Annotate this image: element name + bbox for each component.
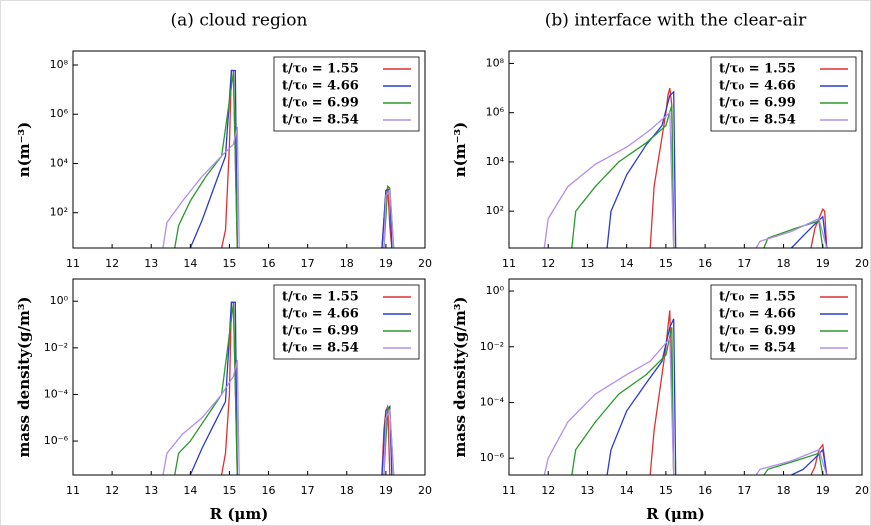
x-tick-label: 15 xyxy=(659,257,673,270)
legend-label: t/τ₀ = 8.54 xyxy=(282,113,359,128)
x-tick-label: 18 xyxy=(340,257,354,270)
x-tick-label: 15 xyxy=(222,484,236,497)
x-tick-label: 16 xyxy=(262,257,276,270)
legend-label: t/τ₀ = 4.66 xyxy=(719,307,796,322)
x-tick-label: 15 xyxy=(222,257,236,270)
x-tick-label: 18 xyxy=(777,484,791,497)
x-tick-label: 13 xyxy=(580,257,594,270)
x-tick-label: 18 xyxy=(340,484,354,497)
y-tick-label: 10⁻² xyxy=(480,340,504,353)
y-tick-label: 10² xyxy=(50,206,68,219)
x-tick-label: 11 xyxy=(66,257,80,270)
y-tick-label: 10⁻⁴ xyxy=(44,387,69,400)
x-axis-label: R (μm) xyxy=(646,505,705,523)
legend-label: t/τ₀ = 8.54 xyxy=(719,113,796,128)
x-tick-label: 11 xyxy=(66,484,80,497)
series-line xyxy=(162,126,395,248)
legend-label: t/τ₀ = 4.66 xyxy=(719,79,796,94)
panel-title: (b) interface with the clear-air xyxy=(545,11,807,31)
legend-label: t/τ₀ = 6.99 xyxy=(282,96,359,111)
plot-frame xyxy=(508,278,863,476)
y-axis-label: mass density(g/m³) xyxy=(15,296,33,457)
legend-label: t/τ₀ = 1.55 xyxy=(719,62,796,77)
y-tick-label: 10⁰ xyxy=(486,284,505,297)
x-tick-label: 13 xyxy=(580,484,594,497)
x-tick-label: 12 xyxy=(105,484,119,497)
x-tick-label: 20 xyxy=(418,257,432,270)
x-tick-label: 17 xyxy=(301,257,315,270)
legend-label: t/τ₀ = 4.66 xyxy=(282,307,359,322)
legend-label: t/τ₀ = 6.99 xyxy=(282,324,359,339)
x-tick-label: 19 xyxy=(816,257,830,270)
y-tick-label: 10⁴ xyxy=(50,156,69,169)
series-line xyxy=(543,111,828,248)
x-tick-label: 16 xyxy=(698,484,712,497)
x-tick-label: 19 xyxy=(379,257,393,270)
y-tick-label: 10⁻⁶ xyxy=(480,451,505,464)
y-tick-label: 10² xyxy=(486,204,504,217)
x-tick-label: 14 xyxy=(183,257,197,270)
plot-frame xyxy=(72,278,426,476)
x-tick-label: 13 xyxy=(144,484,158,497)
y-axis-label: mass density(g/m³) xyxy=(451,296,469,457)
x-tick-label: 16 xyxy=(262,484,276,497)
x-axis-label: R (μm) xyxy=(210,505,269,523)
legend-label: t/τ₀ = 1.55 xyxy=(282,62,359,77)
x-tick-label: 11 xyxy=(502,484,516,497)
legend-label: t/τ₀ = 8.54 xyxy=(719,341,796,356)
x-tick-label: 17 xyxy=(737,484,751,497)
y-tick-label: 10⁴ xyxy=(486,155,505,168)
x-tick-label: 14 xyxy=(183,484,197,497)
y-tick-label: 10⁶ xyxy=(486,106,505,119)
series-line xyxy=(571,327,824,475)
legend-label: t/τ₀ = 6.99 xyxy=(719,324,796,339)
y-tick-label: 10⁻⁶ xyxy=(44,434,69,447)
series-line xyxy=(606,318,828,475)
series-line xyxy=(162,359,395,475)
x-tick-label: 20 xyxy=(855,484,869,497)
x-tick-label: 20 xyxy=(418,484,432,497)
plot-frame xyxy=(508,50,863,249)
x-tick-label: 15 xyxy=(659,484,673,497)
y-axis-label: n(m⁻³) xyxy=(451,122,469,177)
series-line xyxy=(543,336,828,475)
x-tick-label: 14 xyxy=(620,257,634,270)
y-tick-label: 10⁻² xyxy=(44,341,68,354)
y-axis-label: n(m⁻³) xyxy=(15,122,33,177)
plot-frame xyxy=(72,50,426,249)
y-tick-label: 10⁶ xyxy=(50,107,69,120)
legend-label: t/τ₀ = 8.54 xyxy=(282,341,359,356)
panel-title: (a) cloud region xyxy=(171,11,308,31)
series-line xyxy=(571,105,824,248)
y-tick-label: 10⁻⁴ xyxy=(480,395,505,408)
x-tick-label: 12 xyxy=(541,484,555,497)
x-tick-label: 17 xyxy=(737,257,751,270)
legend-label: t/τ₀ = 1.55 xyxy=(719,290,796,305)
x-tick-label: 17 xyxy=(301,484,315,497)
y-tick-label: 10⁸ xyxy=(50,58,69,71)
y-tick-label: 10⁰ xyxy=(50,294,69,307)
x-tick-label: 19 xyxy=(816,484,830,497)
x-tick-label: 11 xyxy=(502,257,516,270)
x-tick-label: 18 xyxy=(777,257,791,270)
x-tick-label: 20 xyxy=(855,257,869,270)
legend-label: t/τ₀ = 6.99 xyxy=(719,96,796,111)
x-tick-label: 13 xyxy=(144,257,158,270)
legend-label: t/τ₀ = 1.55 xyxy=(282,290,359,305)
x-tick-label: 14 xyxy=(620,484,634,497)
y-tick-label: 10⁸ xyxy=(486,56,505,69)
x-tick-label: 12 xyxy=(105,257,119,270)
x-tick-label: 12 xyxy=(541,257,555,270)
legend-label: t/τ₀ = 4.66 xyxy=(282,79,359,94)
x-tick-label: 19 xyxy=(379,484,393,497)
x-tick-label: 16 xyxy=(698,257,712,270)
